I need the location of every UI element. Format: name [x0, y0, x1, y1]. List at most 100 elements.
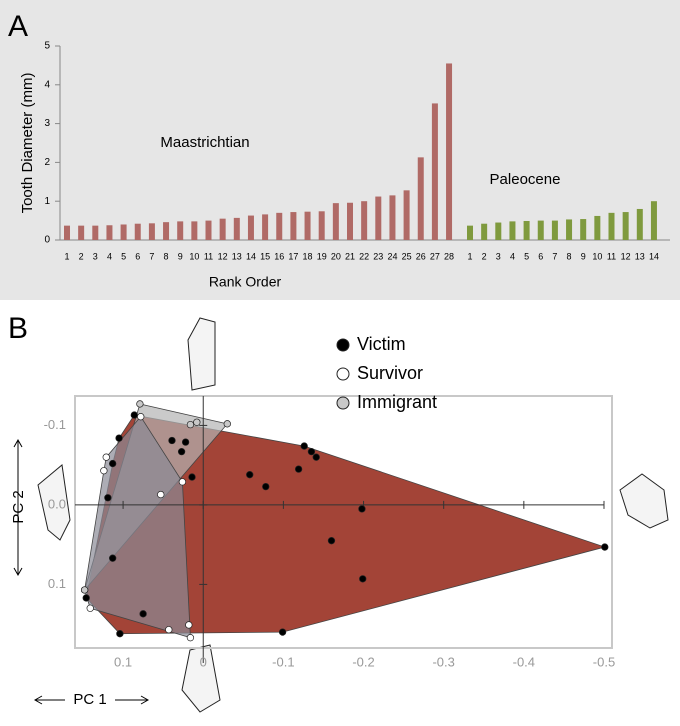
x-axis-label: PC 1: [73, 691, 106, 708]
x-tick-label: 8: [567, 251, 572, 261]
legend-label: Immigrant: [357, 392, 437, 412]
bar: [403, 190, 410, 240]
y-axis-label: PC 2: [10, 490, 27, 523]
point: [115, 434, 123, 442]
point: [312, 453, 320, 461]
bar: [318, 211, 325, 240]
bar: [191, 221, 198, 240]
bar: [247, 215, 254, 240]
y-tick-label: 1: [44, 196, 50, 207]
point: [86, 604, 94, 612]
point: [186, 634, 195, 642]
bar: [431, 103, 438, 240]
pc-arrows: [13, 438, 150, 705]
point: [116, 630, 124, 638]
x-tick-label: -0.2: [352, 654, 374, 669]
point: [178, 478, 187, 486]
bar: [148, 223, 155, 240]
x-tick-label: 6: [135, 251, 140, 261]
x-tick-label: 13: [232, 251, 242, 261]
bar: [332, 203, 339, 240]
point: [109, 459, 117, 468]
bar: [417, 157, 424, 240]
point: [80, 586, 89, 594]
bar: [205, 220, 212, 240]
y-tick-label: 4: [44, 79, 50, 90]
x-tick-label: 10: [592, 251, 602, 261]
x-tick-label: 0.1: [114, 654, 132, 669]
bar: [622, 212, 629, 240]
bar: [389, 195, 396, 240]
bar: [120, 224, 127, 240]
x-tick-label: 9: [581, 251, 586, 261]
bar: [523, 220, 530, 240]
point: [193, 418, 201, 426]
y-tick-label: 5: [44, 41, 50, 52]
x-tick-label: 8: [164, 251, 169, 261]
x-tick-label: 14: [246, 251, 256, 261]
x-tick-label: 0: [200, 654, 207, 669]
x-tick-label: 5: [121, 251, 126, 261]
bar: [177, 221, 184, 240]
point: [223, 420, 231, 428]
x-tick-label: 17: [288, 251, 298, 261]
bar: [163, 222, 170, 240]
x-tick-label: 5: [524, 251, 529, 261]
bar: [636, 208, 643, 240]
x-tick-label: 12: [621, 251, 631, 261]
bar: [594, 215, 601, 240]
point: [246, 471, 254, 479]
point: [185, 621, 193, 629]
x-tick-label: 10: [189, 251, 199, 261]
x-tick-label: 9: [178, 251, 183, 261]
x-tick-label: 26: [416, 251, 426, 261]
x-tick-label: -0.5: [593, 654, 615, 669]
panel-a-background: [0, 0, 680, 300]
x-tick-label: 12: [218, 251, 228, 261]
bar: [537, 220, 544, 240]
x-tick-label: -0.4: [513, 654, 535, 669]
point: [186, 420, 195, 429]
bar: [495, 222, 502, 240]
bar: [276, 212, 283, 240]
bar: [481, 223, 488, 240]
point: [82, 594, 90, 602]
x-tick-label: 1: [64, 251, 69, 261]
x-tick-label: 3: [93, 251, 98, 261]
x-tick-label: 14: [649, 251, 659, 261]
shape-icons: [37, 317, 669, 713]
point: [188, 473, 196, 481]
bar: [347, 202, 353, 240]
y-tick-label: 0.0: [48, 496, 66, 511]
plot-frame: [74, 395, 613, 649]
bar: [375, 196, 382, 240]
x-tick-label: 4: [107, 251, 112, 261]
point: [157, 490, 165, 499]
bar: [650, 201, 657, 240]
y-axis-label: Tooth Diameter (mm): [19, 73, 36, 214]
x-tick-label: 6: [538, 251, 543, 261]
point: [262, 482, 270, 491]
bar: [78, 225, 85, 240]
x-tick-label: 11: [204, 251, 213, 261]
group-label: Paleocene: [490, 171, 561, 188]
x-tick-label: 2: [79, 251, 84, 261]
legend-label: Victim: [357, 334, 406, 354]
bar: [64, 225, 70, 240]
bar: [304, 211, 311, 240]
point: [358, 505, 366, 513]
y-tick-label: 3: [44, 118, 50, 129]
bar: [262, 214, 269, 240]
x-tick-label: 3: [496, 251, 501, 261]
x-tick-label: 2: [482, 251, 487, 261]
bar: [566, 219, 573, 240]
point: [177, 447, 186, 456]
legend-label: Survivor: [357, 363, 423, 383]
x-tick-label: 7: [552, 251, 557, 261]
x-tick-label: 7: [149, 251, 154, 261]
point: [168, 436, 176, 445]
legend-marker: [336, 367, 350, 381]
point: [278, 628, 287, 636]
panel-label: A: [8, 10, 28, 43]
